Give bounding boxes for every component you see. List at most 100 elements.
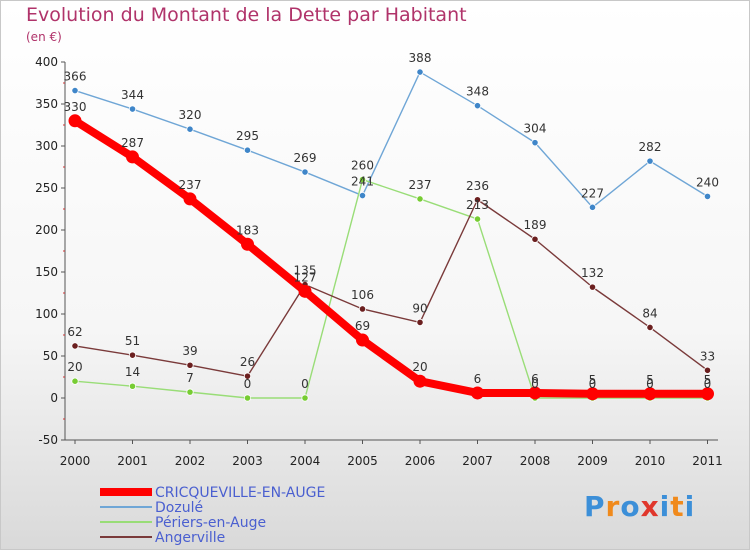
- data-point: [186, 388, 194, 396]
- data-label: 7: [186, 371, 194, 385]
- proxiti-logo: Proxiti: [584, 490, 695, 523]
- series-line-3: [74, 199, 709, 377]
- data-label: 33: [700, 349, 715, 363]
- series-line-0: [71, 116, 712, 398]
- series-line-1: [74, 71, 709, 209]
- data-point: [241, 237, 254, 251]
- data-label: 366: [64, 70, 87, 84]
- data-label: 348: [466, 85, 489, 99]
- data-label: 241: [351, 175, 374, 189]
- data-label: 260: [351, 159, 374, 173]
- data-point: [243, 372, 252, 380]
- y-tick-label: 400: [35, 55, 58, 69]
- data-label: 287: [121, 136, 144, 150]
- y-tick-label: 350: [35, 97, 58, 111]
- data-label: 0: [646, 377, 654, 391]
- data-label: 295: [236, 129, 259, 143]
- data-label: 6: [474, 372, 482, 386]
- chart-title: Evolution du Montant de la Dette par Hab…: [26, 4, 467, 26]
- data-label: 135: [294, 264, 317, 278]
- data-label: 62: [67, 325, 82, 339]
- data-label: 0: [244, 377, 252, 391]
- data-point: [128, 351, 137, 359]
- data-point: [358, 176, 367, 184]
- x-tick-label: 2006: [405, 454, 436, 468]
- x-tick-label: 2003: [232, 454, 263, 468]
- data-point: [128, 105, 137, 113]
- logo-letter: P: [584, 490, 606, 523]
- data-label: 5: [589, 373, 597, 387]
- legend-label: Périers-en-Auge: [155, 515, 266, 531]
- logo-letter: i: [659, 490, 671, 523]
- y-tick-label: -50: [38, 433, 58, 447]
- data-label: 269: [294, 151, 317, 165]
- data-point: [646, 157, 654, 165]
- data-label: 189: [524, 218, 547, 232]
- data-label: 127: [294, 270, 317, 284]
- data-point: [358, 305, 367, 313]
- data-point: [703, 366, 712, 374]
- data-point: [588, 283, 597, 291]
- data-point: [588, 203, 597, 211]
- data-label: 282: [639, 140, 662, 154]
- data-label: 39: [182, 344, 197, 358]
- chart-subtitle: (en €): [26, 30, 62, 44]
- y-tick-label: 0: [50, 391, 58, 405]
- data-point: [473, 196, 482, 204]
- data-point: [126, 150, 139, 164]
- x-tick-label: 2007: [462, 454, 493, 468]
- data-point: [471, 386, 484, 400]
- data-label: 236: [466, 179, 489, 193]
- data-label: 5: [646, 373, 654, 387]
- legend-label: Dozulé: [155, 500, 203, 516]
- data-point: [356, 333, 369, 347]
- data-point: [531, 235, 539, 243]
- data-label: 84: [642, 306, 657, 320]
- data-point: [183, 192, 197, 206]
- data-label: 26: [240, 355, 255, 369]
- data-label: 237: [409, 178, 432, 192]
- data-point: [643, 387, 657, 401]
- data-label: 106: [351, 288, 374, 302]
- data-point: [186, 361, 194, 369]
- data-label: 183: [236, 223, 259, 237]
- data-point: [531, 139, 539, 147]
- data-label: 304: [524, 122, 547, 136]
- y-tick-label: 150: [35, 265, 58, 279]
- data-label: 69: [355, 319, 370, 333]
- data-point: [128, 382, 137, 390]
- data-point: [416, 195, 424, 203]
- data-label: 320: [179, 108, 202, 122]
- data-point: [301, 394, 309, 402]
- data-label: 132: [581, 266, 604, 280]
- data-label: 330: [64, 100, 87, 114]
- data-label: 227: [581, 186, 604, 200]
- data-point: [473, 215, 482, 223]
- x-tick-label: 2011: [692, 454, 723, 468]
- data-point: [71, 86, 79, 95]
- data-label: 90: [412, 301, 427, 315]
- data-label: 20: [412, 360, 427, 374]
- data-label: 344: [121, 88, 144, 102]
- data-label: 6: [531, 372, 539, 386]
- data-point: [701, 387, 714, 401]
- data-point: [528, 386, 542, 400]
- data-point: [186, 125, 194, 133]
- data-point: [473, 102, 482, 110]
- logo-letter: o: [620, 490, 641, 523]
- x-tick-label: 2002: [175, 454, 206, 468]
- data-point: [243, 394, 252, 402]
- data-point: [416, 68, 424, 76]
- y-tick-label: 200: [35, 223, 58, 237]
- x-tick-label: 2001: [117, 454, 148, 468]
- data-point: [358, 191, 367, 200]
- data-point: [413, 374, 427, 388]
- data-label: 5: [704, 373, 712, 387]
- data-point: [301, 168, 309, 176]
- y-tick-label: 250: [35, 181, 58, 195]
- data-point: [586, 387, 599, 401]
- x-tick-label: 2010: [635, 454, 666, 468]
- x-tick-label: 2004: [290, 454, 321, 468]
